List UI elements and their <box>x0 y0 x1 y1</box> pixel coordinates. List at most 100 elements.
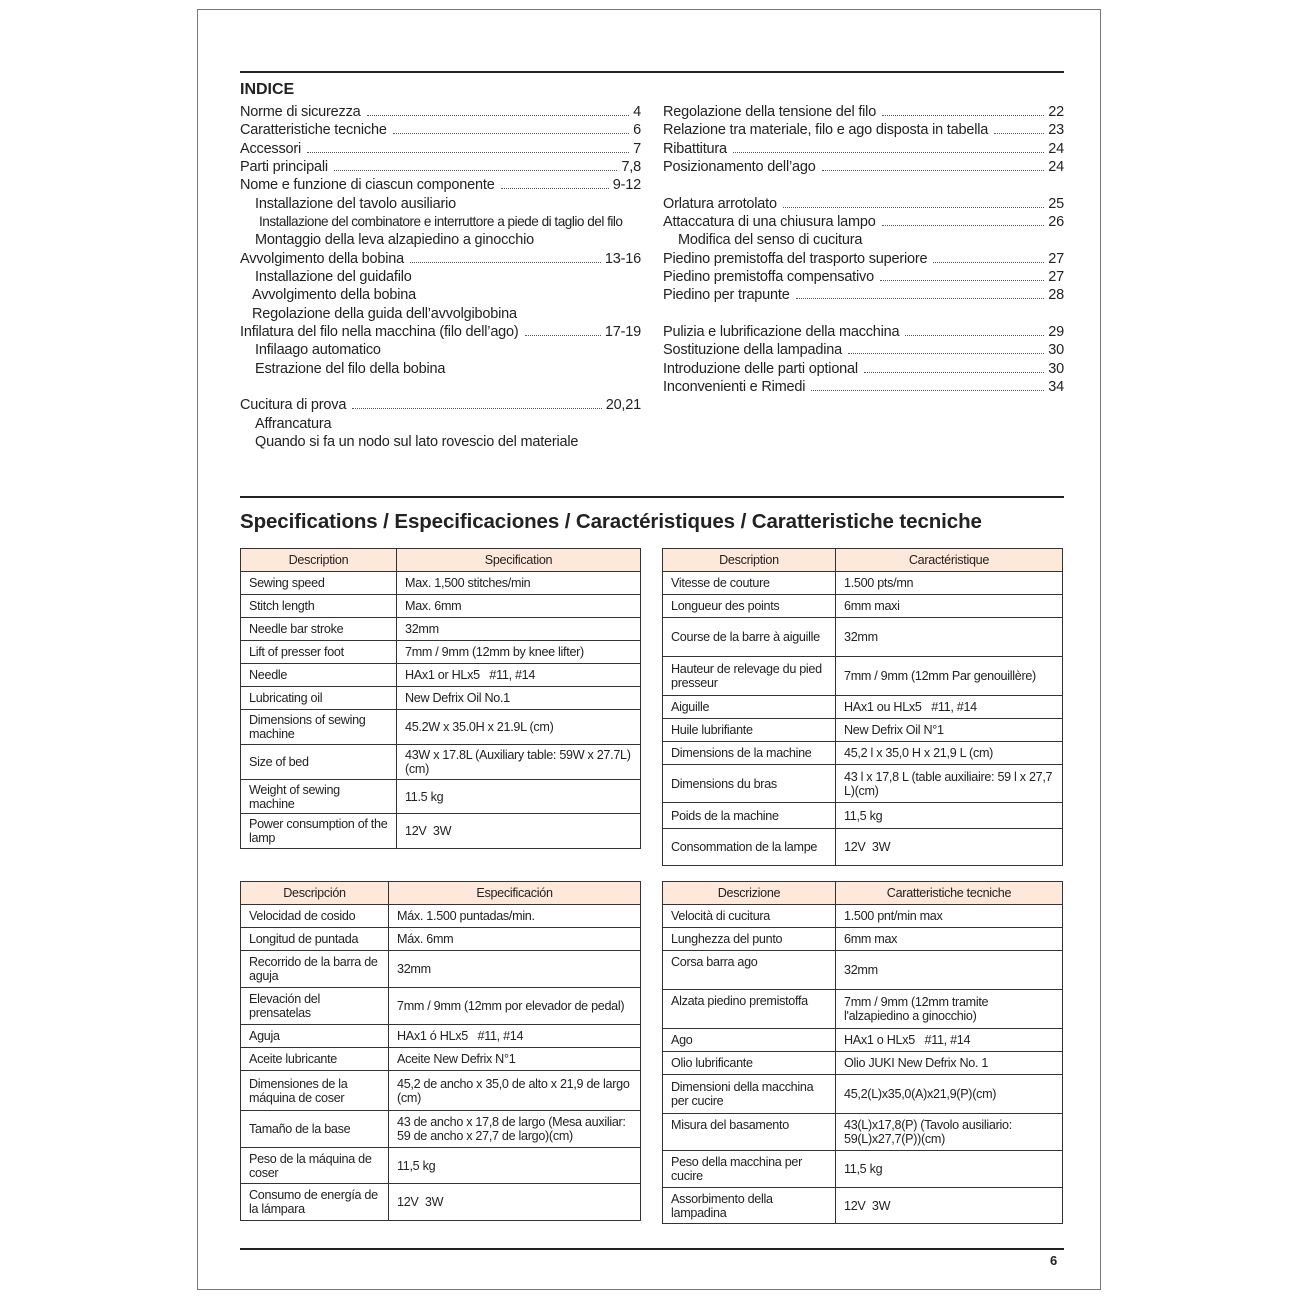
index-entry: Cucitura di prova 20,21 <box>240 396 641 414</box>
spec-value: 6mm max <box>835 927 1063 951</box>
index-entry-label: Orlatura arrotolato <box>663 195 777 212</box>
spec-label: Lunghezza del punto <box>662 927 836 951</box>
spec-value: HAx1 ó HLx5 #11, #14 <box>388 1024 641 1048</box>
spec-value: Olio JUKI New Defrix No. 1 <box>835 1051 1063 1075</box>
spec-value: 12V 3W <box>835 1187 1063 1224</box>
index-entry-page: 23 <box>1048 122 1064 139</box>
table-row: Corsa barra ago 32mm <box>662 950 1063 990</box>
spec-value: Aceite New Defrix N°1 <box>388 1047 641 1071</box>
index-entry: Orlatura arrotolato 25 <box>663 195 1064 213</box>
spec-value: 43 de ancho x 17,8 de largo (Mesa auxili… <box>388 1110 641 1148</box>
spec-label: Dimensions de la machine <box>662 741 836 765</box>
spec-label: Needle <box>240 663 397 687</box>
dot-leader <box>811 389 1045 391</box>
spec-label: Velocità di cucitura <box>662 904 836 928</box>
table-row: Longueur des points 6mm maxi <box>662 594 1063 618</box>
table-header-row: Descripción Especificación <box>240 881 641 905</box>
column-header: Description <box>662 548 836 572</box>
dot-leader <box>848 353 1045 355</box>
index-right-column: Regolazione della tensione del filo 22 Rel… <box>663 103 1064 396</box>
spec-label: Weight of sewing machine <box>240 779 397 814</box>
table-row: Aiguille HAx1 ou HLx5 #11, #14 <box>662 695 1063 719</box>
table-row: Dimensions du bras 43 l x 17,8 L (table a… <box>662 764 1063 803</box>
table-row: Olio lubrificante Olio JUKI New Defrix No… <box>662 1051 1063 1075</box>
spec-value: Máx. 1.500 puntadas/min. <box>388 904 641 928</box>
column-header: Description <box>240 548 397 572</box>
table-row: Aceite lubricante Aceite New Defrix N°1 <box>240 1047 641 1071</box>
spec-value: HAx1 ou HLx5 #11, #14 <box>835 695 1063 719</box>
index-entry: Montaggio della leva alzapiedino a ginoc… <box>240 231 641 249</box>
spec-value: 7mm / 9mm (12mm tramite l'alzapiedino a … <box>835 989 1063 1029</box>
table-row: Peso de la máquina de coser 11,5 kg <box>240 1147 641 1184</box>
index-entry-label: Cucitura di prova <box>240 397 347 414</box>
index-entry: Regolazione della guida dell’avvolgibobi… <box>240 305 641 323</box>
index-entry: Estrazione del filo della bobina <box>240 360 641 378</box>
index-entry: Relazione tra materiale, filo e ago disp… <box>663 121 1064 139</box>
index-entry: Quando si fa un nodo sul lato rovescio d… <box>240 433 641 451</box>
index-entry-label: Piedino premistoffa compensativo <box>663 268 874 285</box>
spec-label: Alzata piedino premistoffa <box>662 989 836 1029</box>
spec-label: Aceite lubricante <box>240 1047 389 1071</box>
index-entry: Inconvenienti e Rimedi 34 <box>663 378 1064 396</box>
index-entry-page: 28 <box>1048 287 1064 304</box>
table-row: Velocidad de cosido Máx. 1.500 puntadas/m… <box>240 904 641 928</box>
index-entry-page: 20,21 <box>605 397 641 414</box>
spec-label: Needle bar stroke <box>240 617 397 641</box>
index-entry-label: Montaggio della leva alzapiedino a ginoc… <box>255 232 534 249</box>
index-entry: Modifica del senso di cucitura <box>663 231 1064 249</box>
index-entry-label: Piedino premistoffa del trasporto superi… <box>663 250 928 267</box>
middle-rule <box>240 496 1064 498</box>
table-row: Elevación del prensatelas 7mm / 9mm (12mm… <box>240 987 641 1025</box>
table-row: Ago HAx1 o HLx5 #11, #14 <box>662 1028 1063 1052</box>
spec-label: Lubricating oil <box>240 686 397 710</box>
bottom-rule <box>240 1248 1064 1250</box>
table-row: Longitud de puntada Máx. 6mm <box>240 927 641 951</box>
table-row: Weight of sewing machine 11.5 kg <box>240 779 641 814</box>
index-entry-page: 4 <box>633 104 641 120</box>
table-row: Needle HAx1 or HLx5 #11, #14 <box>240 663 641 687</box>
column-header: Especificación <box>388 881 641 905</box>
table-header-row: Description Caractéristique <box>662 548 1063 572</box>
index-entry <box>663 305 1064 323</box>
spec-value: 32mm <box>835 950 1063 990</box>
index-entry-label: Nome e funzione di ciascun componente <box>240 177 495 194</box>
index-entry-page: 34 <box>1048 378 1064 395</box>
index-entry-label: Accessori <box>240 140 302 157</box>
index-entry-label: Parti principali <box>240 158 328 175</box>
spec-label: Peso de la máquina de coser <box>240 1147 389 1184</box>
spec-label: Misura del basamento <box>662 1113 836 1151</box>
index-entry: Installazione del guidafilo <box>240 268 641 286</box>
index-entry: Sostituzione della lampadina 30 <box>663 341 1064 359</box>
spec-label: Huile lubrifiante <box>662 718 836 742</box>
index-entry-label: Affrancatura <box>255 415 332 432</box>
dot-leader <box>366 115 630 116</box>
spec-table-french: Description Caractéristique Vitesse de cou… <box>662 548 1063 866</box>
spec-value: New Defrix Oil N°1 <box>835 718 1063 742</box>
dot-leader <box>410 261 601 263</box>
spec-value: 6mm maxi <box>835 594 1063 618</box>
spec-value: 32mm <box>835 617 1063 657</box>
index-entry: Attaccatura di una chiusura lampo 26 <box>663 213 1064 231</box>
table-row: Dimensions de la machine 45,2 l x 35,0 H … <box>662 741 1063 765</box>
index-entry: Piedino premistoffa compensativo 27 <box>663 268 1064 286</box>
index-entry-label: Introduzione delle parti optional <box>663 360 858 377</box>
spec-label: Aguja <box>240 1024 389 1048</box>
table-row: Size of bed 43W x 17.8L (Auxiliary table:… <box>240 744 641 780</box>
index-entry-page: 22 <box>1048 104 1064 120</box>
index-entry-label: Regolazione della guida dell’avvolgibobi… <box>252 305 517 322</box>
spec-label: Stitch length <box>240 594 397 618</box>
index-entry-label: Infilaago automatico <box>255 342 381 359</box>
index-entry: Parti principali 7,8 <box>240 158 641 176</box>
table-row: Lubricating oil New Defrix Oil No.1 <box>240 686 641 710</box>
spec-value: 43 l x 17,8 L (table auxiliaire: 59 l x … <box>835 764 1063 803</box>
index-entry: Piedino per trapunte 28 <box>663 286 1064 304</box>
table-row: Tamaño de la base 43 de ancho x 17,8 de l… <box>240 1110 641 1148</box>
spec-value: Máx. 6mm <box>388 927 641 951</box>
dot-leader <box>881 224 1045 226</box>
top-rule <box>240 71 1064 73</box>
index-entry-label: Pulizia e lubrificazione della macchina <box>663 323 900 340</box>
spec-label: Aiguille <box>662 695 836 719</box>
index-entry-page: 13-16 <box>604 250 641 267</box>
table-row: Dimensioni della macchina per cucire 45,2… <box>662 1074 1063 1114</box>
column-header: Caractéristique <box>835 548 1063 572</box>
